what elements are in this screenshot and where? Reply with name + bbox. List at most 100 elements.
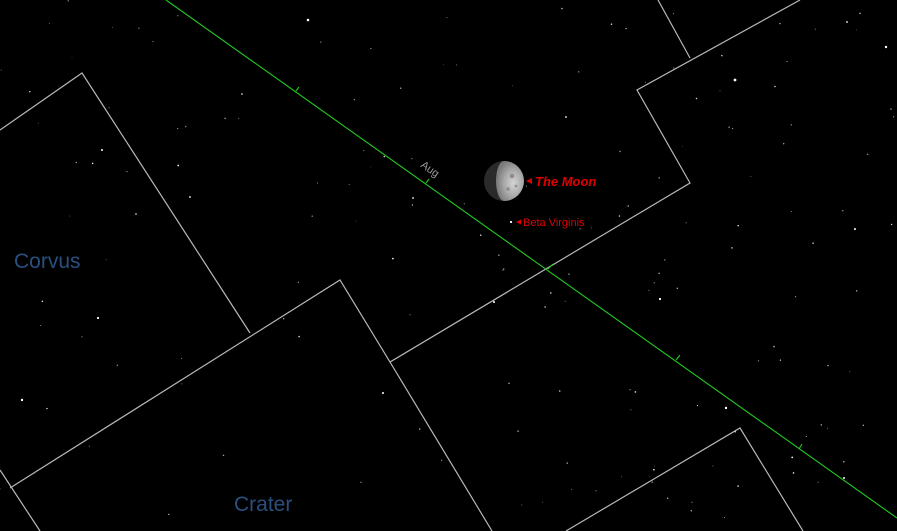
background-star bbox=[842, 460, 845, 463]
moon-pointer-icon bbox=[526, 178, 532, 184]
background-star bbox=[673, 67, 675, 69]
ecliptic-path bbox=[165, 0, 897, 519]
constellation-boundaries bbox=[0, 0, 804, 531]
background-star bbox=[618, 215, 621, 217]
background-star bbox=[542, 501, 544, 503]
background-star bbox=[0, 69, 2, 71]
background-star bbox=[595, 490, 597, 492]
background-star bbox=[658, 297, 662, 301]
background-star bbox=[152, 41, 154, 42]
background-star bbox=[320, 41, 322, 43]
background-star bbox=[180, 357, 182, 359]
background-star bbox=[241, 93, 243, 95]
boundary-line bbox=[9, 0, 801, 489]
background-star bbox=[46, 407, 48, 410]
background-star bbox=[849, 371, 851, 373]
star-icon bbox=[509, 220, 513, 224]
background-star bbox=[724, 406, 728, 410]
beta-virginis-object[interactable]: Beta Virginis bbox=[509, 217, 585, 229]
background-star bbox=[610, 23, 613, 25]
background-star bbox=[363, 150, 365, 152]
background-star bbox=[558, 390, 561, 392]
background-star bbox=[502, 269, 504, 271]
background-star bbox=[105, 259, 107, 261]
background-star bbox=[691, 501, 693, 503]
background-star bbox=[181, 383, 183, 385]
background-star bbox=[177, 127, 179, 130]
background-star bbox=[774, 85, 776, 88]
background-star bbox=[629, 388, 631, 391]
background-star bbox=[177, 15, 179, 17]
background-star bbox=[521, 504, 523, 506]
background-star bbox=[224, 117, 226, 120]
background-star bbox=[382, 392, 384, 394]
background-star bbox=[737, 224, 739, 227]
background-star bbox=[667, 497, 669, 499]
background-star bbox=[455, 64, 457, 66]
background-star bbox=[728, 126, 730, 128]
boundary-line bbox=[0, 72, 251, 334]
background-star bbox=[565, 116, 567, 118]
background-star bbox=[664, 259, 666, 261]
background-star bbox=[817, 481, 819, 483]
background-star bbox=[579, 228, 581, 230]
background-star bbox=[298, 335, 300, 338]
background-star bbox=[842, 210, 844, 212]
background-star bbox=[783, 143, 785, 145]
background-star bbox=[370, 48, 372, 49]
background-star bbox=[81, 336, 83, 338]
background-star bbox=[493, 301, 495, 303]
background-star bbox=[696, 405, 698, 407]
ecliptic-tick bbox=[295, 86, 300, 92]
background-star bbox=[621, 476, 622, 478]
background-star bbox=[653, 465, 655, 467]
background-star bbox=[544, 306, 546, 308]
background-star bbox=[96, 316, 100, 320]
background-star bbox=[805, 435, 807, 438]
background-star bbox=[412, 197, 414, 199]
background-star bbox=[238, 117, 240, 119]
background-star bbox=[846, 21, 848, 23]
star-pointer-icon bbox=[516, 219, 521, 225]
background-star bbox=[862, 424, 864, 426]
background-star bbox=[566, 462, 569, 464]
background-star bbox=[443, 64, 444, 66]
beta-virginis-label: Beta Virginis bbox=[523, 217, 585, 229]
background-star bbox=[649, 476, 650, 478]
background-star bbox=[856, 29, 857, 31]
background-star bbox=[653, 468, 655, 471]
background-star bbox=[827, 364, 829, 367]
background-star bbox=[658, 272, 660, 274]
background-star bbox=[673, 13, 674, 15]
background-star bbox=[41, 300, 44, 303]
background-star bbox=[400, 87, 402, 89]
background-star bbox=[627, 205, 629, 207]
background-star bbox=[578, 71, 580, 73]
background-star bbox=[75, 161, 77, 164]
background-star bbox=[392, 257, 394, 260]
background-star bbox=[126, 171, 128, 173]
moon-object[interactable]: The Moon bbox=[484, 161, 596, 201]
background-star bbox=[479, 234, 482, 236]
background-star bbox=[91, 162, 94, 165]
background-star bbox=[695, 97, 698, 100]
background-star bbox=[856, 290, 858, 292]
background-star bbox=[682, 145, 684, 147]
background-star bbox=[306, 18, 310, 22]
background-star bbox=[795, 296, 797, 298]
constellation-label-crater: Crater bbox=[234, 493, 292, 516]
background-star bbox=[168, 513, 170, 516]
background-star bbox=[311, 215, 313, 217]
background-star bbox=[71, 57, 73, 58]
ecliptic-tick bbox=[425, 178, 430, 184]
ecliptic-line bbox=[165, 0, 897, 519]
background-star bbox=[859, 12, 861, 15]
background-star bbox=[525, 185, 527, 187]
background-star bbox=[779, 22, 781, 25]
background-star bbox=[411, 204, 414, 206]
background-star bbox=[568, 273, 570, 275]
background-star bbox=[29, 90, 31, 93]
background-star bbox=[108, 107, 110, 109]
background-star bbox=[508, 382, 510, 384]
